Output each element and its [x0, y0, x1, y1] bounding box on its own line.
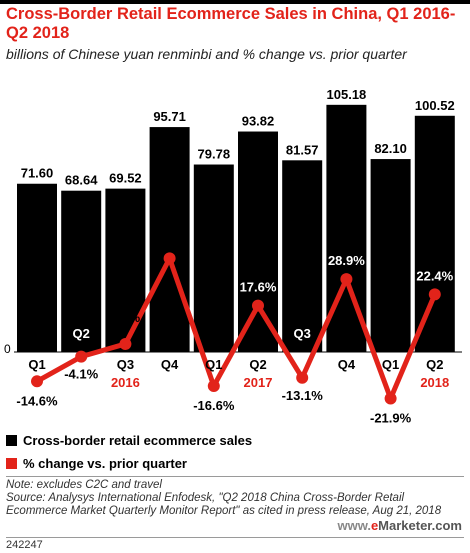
bar-value-label: 82.10 [374, 141, 407, 156]
change-value-label: -21.9% [370, 410, 412, 425]
bar [105, 188, 146, 352]
bar [17, 183, 57, 352]
brand-logo: www.eMarketer.com [337, 518, 462, 533]
quarter-tick-label: Q4 [338, 357, 356, 372]
change-value-label: 37.7% [151, 232, 188, 247]
change-value-label: 1.3% [111, 310, 141, 325]
source-text: Source: Analysys International Enfodesk,… [6, 492, 442, 517]
quarter-tick-label: Q2 [73, 326, 90, 341]
year-label: 2016 [111, 375, 140, 390]
bar-value-label: 69.52 [109, 171, 142, 186]
quarter-tick-label: Q1 [382, 357, 399, 372]
change-value-label: -16.6% [193, 398, 235, 413]
bar-value-label: 81.57 [286, 142, 319, 157]
bar [61, 190, 102, 352]
legend-swatch-change [6, 457, 17, 469]
bar-value-label: 71.60 [21, 166, 54, 181]
change-point [384, 392, 397, 405]
chart-area: 0 71.60 68.64 69.52 95.71 79.78 93.82 81.57 105… [4, 87, 462, 425]
change-value-label: 22.4% [416, 268, 453, 283]
change-point [119, 337, 132, 350]
change-value-label: -4.1% [64, 367, 98, 382]
bar [370, 159, 411, 352]
bar [414, 115, 455, 352]
change-line [35, 255, 438, 401]
change-value-label: 17.6% [240, 280, 277, 295]
quarter-tick-label: Q3 [294, 326, 311, 341]
quarter-tick-label: Q1 [205, 357, 222, 372]
change-value-label: -14.6% [16, 393, 58, 408]
quarter-tick-label: Q4 [161, 357, 179, 372]
legend-label-sales: Cross-border retail ecommerce sales [23, 432, 253, 448]
bar-value-label: 79.78 [198, 147, 231, 162]
bar [149, 127, 190, 352]
top-rule [0, 0, 470, 4]
legend-item-change: % change vs. prior quarter [6, 453, 252, 473]
quarter-tick-label: Q1 [28, 357, 45, 372]
notes: Note: excludes C2C and travel Source: An… [6, 479, 466, 518]
chart-title: Cross-Border Retail Ecommerce Sales in C… [6, 5, 456, 42]
change-point [296, 371, 309, 384]
bar [193, 164, 234, 352]
change-point [252, 299, 264, 312]
zero-tick-label: 0 [4, 342, 11, 356]
bar [238, 131, 278, 352]
quarter-tick-label: Q2 [426, 357, 443, 372]
change-point [428, 288, 441, 301]
change-value-label: -13.1% [282, 388, 324, 403]
year-label: 2018 [420, 375, 449, 390]
bar-value-label: 68.64 [65, 173, 98, 188]
chart-subtitle: billions of Chinese yuan renminbi and % … [6, 46, 407, 62]
note-text: Note: excludes C2C and travel [6, 479, 162, 491]
change-point [75, 350, 88, 363]
bar-value-label: 105.18 [327, 87, 367, 102]
chart-id: 242247 [6, 539, 43, 551]
quarter-tick-label: Q3 [117, 357, 134, 372]
year-label: 2017 [244, 375, 273, 390]
bar-value-label: 93.82 [242, 114, 275, 129]
change-point [31, 375, 43, 388]
change-point [207, 380, 220, 393]
legend: Cross-border retail ecommerce sales % ch… [6, 430, 252, 476]
change-value-label: 28.9% [328, 253, 365, 268]
legend-label-change: % change vs. prior quarter [23, 455, 187, 471]
footer-divider [6, 537, 464, 538]
bar-value-label: 95.71 [153, 109, 186, 124]
quarter-tick-label: Q2 [249, 357, 266, 372]
legend-item-sales: Cross-border retail ecommerce sales [6, 430, 252, 450]
legend-swatch-sales [6, 434, 17, 446]
bar [282, 160, 323, 352]
bar-value-label: 100.52 [415, 98, 455, 113]
change-point [163, 252, 176, 265]
notes-divider [6, 476, 464, 477]
change-point [340, 273, 353, 286]
